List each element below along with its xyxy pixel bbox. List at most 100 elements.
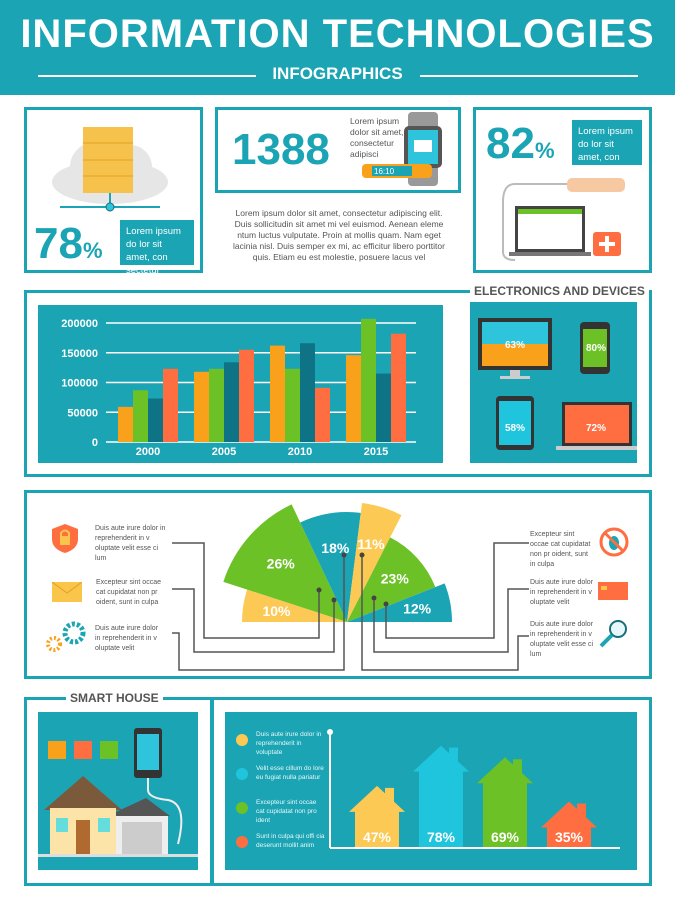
house-chart-legend: Duis aute irure dolor in reprehenderit i…	[236, 730, 326, 866]
devices-title: ELECTRONICS AND DEVICES	[470, 284, 649, 298]
monitor-percent: 63%	[505, 340, 526, 351]
monitor-icon	[478, 318, 552, 379]
bar	[315, 387, 330, 442]
house-value-label: 47%	[363, 829, 392, 845]
connector-dot	[341, 552, 347, 558]
page-subtitle: INFOGRAPHICS	[272, 64, 403, 83]
bar	[346, 355, 361, 442]
bar	[148, 398, 163, 442]
bar	[270, 345, 285, 442]
pie-label: 10%	[262, 603, 291, 619]
legend-dot	[236, 802, 248, 814]
house-chimney	[385, 787, 394, 812]
legend-label: Velit esse cillum do lore eu fugiat null…	[256, 765, 324, 781]
house-chart-section	[211, 697, 652, 886]
water-icon	[100, 741, 118, 759]
pie-slice	[242, 589, 347, 622]
laptop-icon	[556, 402, 637, 450]
bar	[300, 343, 315, 442]
connector-line	[373, 588, 529, 653]
house-chimney	[449, 747, 458, 772]
pie-label: 23%	[381, 571, 410, 587]
x-tick-label: 2000	[136, 446, 160, 458]
legend-label: Excepteur sint occae cat cupidatat non p…	[256, 799, 317, 824]
legend-label: Sunt in culpa qui offi cia deserunt moll…	[256, 833, 325, 849]
tablet-percent: 58%	[505, 423, 526, 434]
house-chimney	[513, 759, 522, 784]
connector-line	[172, 555, 345, 671]
smartwatch-icon: 16:10	[362, 112, 442, 186]
legend-label: Duis aute irure dolor in reprehenderit i…	[256, 731, 322, 756]
y-tick-label: 50000	[67, 407, 98, 419]
cloud-server-icon	[52, 127, 168, 212]
pie-slice	[347, 502, 402, 622]
health-monitor-icon	[502, 178, 625, 261]
connector-dot	[359, 552, 365, 558]
lock-icon	[48, 741, 66, 759]
axis-dot	[327, 729, 333, 735]
features-section	[24, 490, 652, 679]
phone-icon	[580, 322, 610, 374]
y-tick-label: 100000	[61, 378, 98, 390]
watch-stat-value: 1388	[232, 125, 330, 174]
divider	[420, 75, 638, 77]
feature-text: Excepteur sint occae cat cupidatat non p…	[530, 531, 591, 568]
connector-line	[172, 542, 320, 639]
pie-label: 26%	[267, 556, 296, 572]
feature-text: Excepteur sint occae cat cupidatat non p…	[96, 579, 161, 606]
intro-paragraph: Lorem ipsum dolor sit amet, consectetur …	[233, 208, 445, 262]
watch-stat-card	[215, 107, 461, 193]
medical-stat-value: 82%	[486, 119, 555, 168]
phone-percent: 80%	[586, 343, 607, 354]
magnifier-icon	[599, 620, 627, 648]
legend-item: Duis aute irure dolor in reprehenderit i…	[236, 730, 326, 764]
pie-slice	[347, 537, 436, 622]
devices-illustration	[478, 318, 637, 450]
feature-text: Duis aute irure dolor in reprehenderit i…	[530, 579, 594, 606]
x-tick-label: 2005	[212, 446, 236, 458]
laptop-percent: 72%	[586, 423, 607, 434]
connector-line	[172, 588, 335, 653]
feature-text: Duis aute irure dolor in reprehenderit i…	[95, 625, 159, 652]
bar-chart: 0 50000 100000 150000 200000 2000 2005 2010 2015	[61, 318, 416, 458]
bar	[376, 373, 391, 442]
medical-stat-card	[473, 107, 652, 273]
bar	[133, 390, 148, 442]
legend-dot	[236, 768, 248, 780]
x-tick-label: 2010	[288, 446, 312, 458]
house-bar	[541, 801, 597, 847]
legend-item: Excepteur sint occae cat cupidatat non p…	[236, 798, 326, 832]
pie-slice	[223, 504, 347, 622]
mail-icon	[52, 582, 82, 602]
pie-label: 12%	[403, 601, 432, 617]
legend-dot	[236, 734, 248, 746]
header-banner	[0, 0, 675, 95]
feature-text: Duis aute irure dolor in reprehenderit i…	[95, 525, 166, 562]
y-tick-label: 150000	[61, 348, 98, 360]
page-title: INFORMATION TECHNOLOGIES	[20, 12, 655, 56]
connector-dot	[371, 595, 377, 601]
house-value-label: 78%	[427, 829, 456, 845]
divider	[38, 75, 256, 77]
bar	[224, 362, 239, 442]
y-tick-label: 200000	[61, 318, 98, 330]
tablet-icon	[496, 396, 534, 450]
pie-label: 11%	[357, 536, 385, 552]
bar	[209, 368, 224, 442]
legend-item: Sunt in culpa qui offi cia deserunt moll…	[236, 832, 326, 866]
connector-line	[385, 542, 529, 639]
light-icon	[74, 741, 92, 759]
bar	[163, 368, 178, 442]
watch-stat-text: Lorem ipsum dolor sit amet, consectetur …	[350, 116, 404, 159]
house-chimney	[577, 803, 586, 828]
legend-item: Velit esse cillum do lore eu fugiat null…	[236, 764, 326, 798]
pie-slice	[300, 512, 361, 622]
half-pie-chart: 10% 26% 18% 11% 23% 12%	[172, 502, 529, 671]
medical-stat-text: Lorem ipsum do lor sit amet, con sectetu…	[572, 120, 642, 189]
connector-dot	[316, 587, 322, 593]
bar	[239, 349, 254, 442]
security-shield-icon	[52, 524, 78, 553]
connector-dot	[383, 601, 389, 607]
connector-line	[361, 555, 529, 671]
cloud-stat-value: 78%	[34, 219, 103, 268]
